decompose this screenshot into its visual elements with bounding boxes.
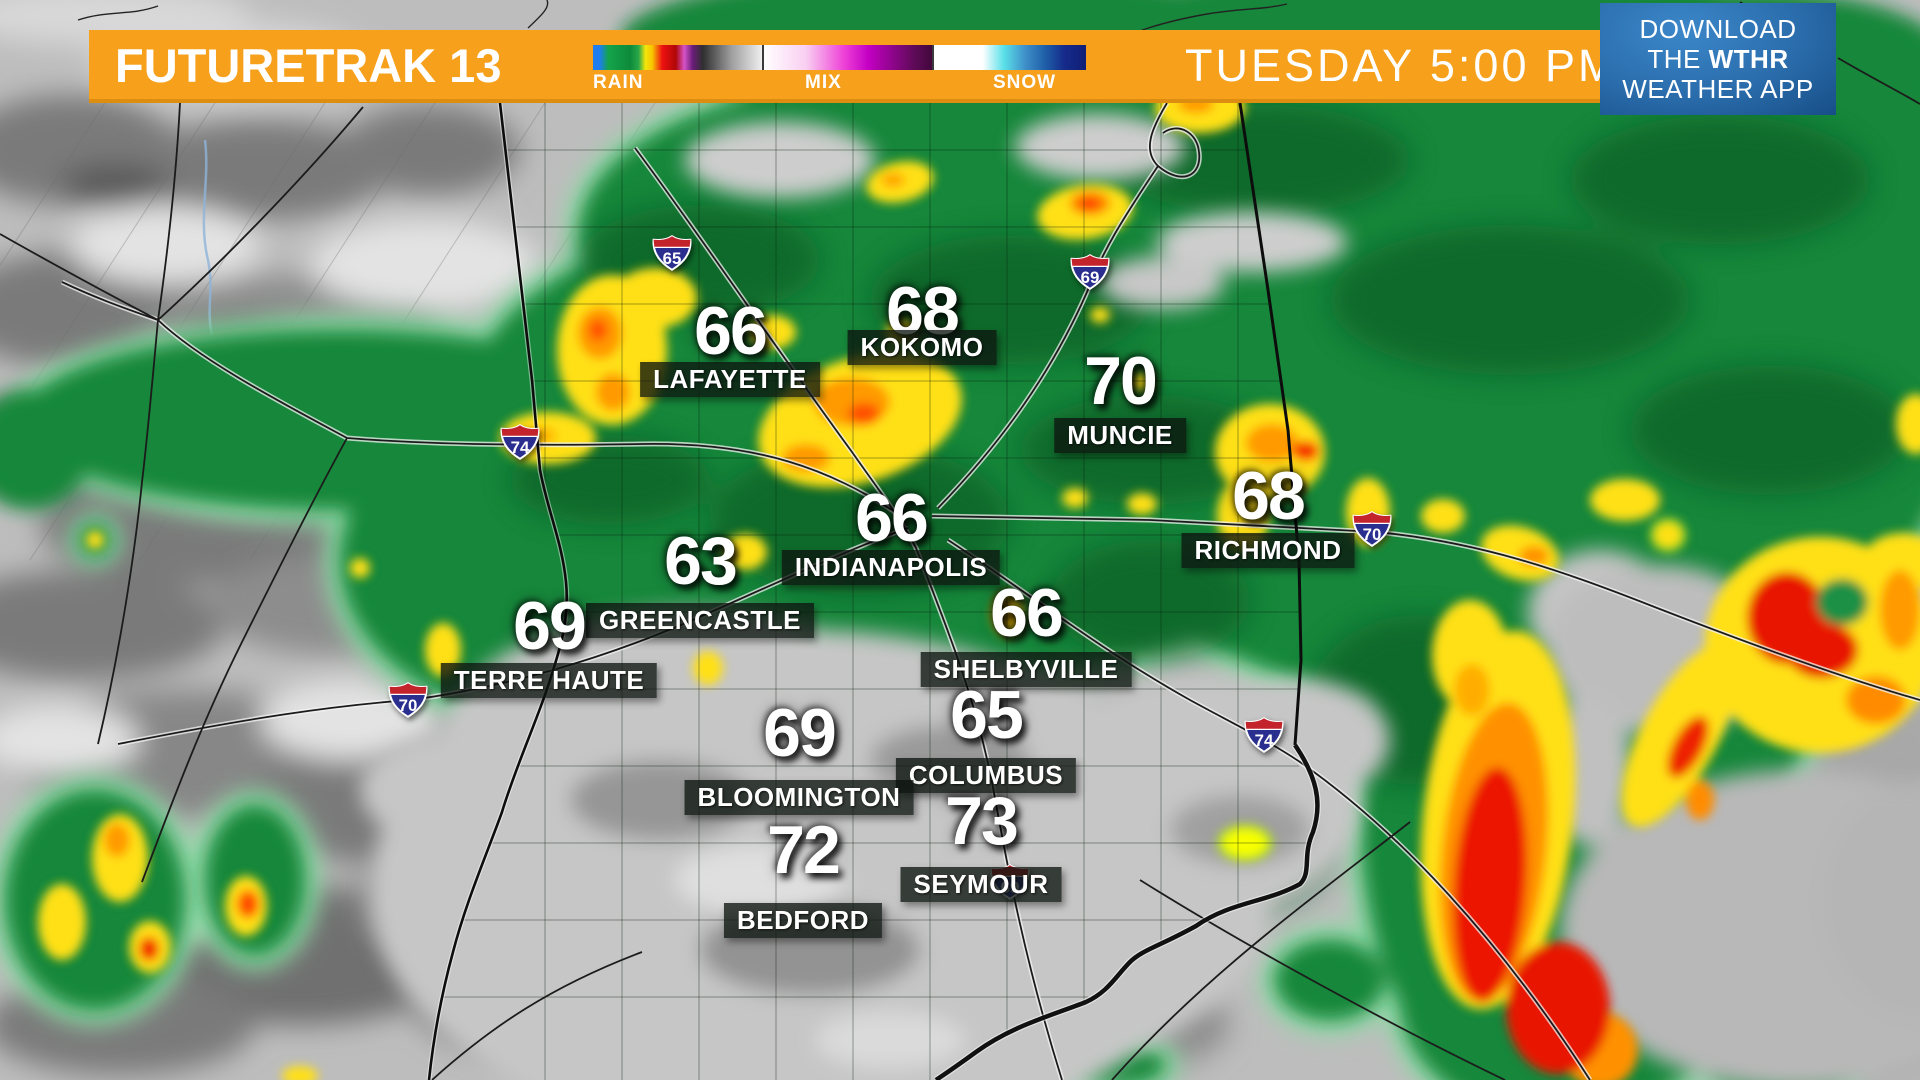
app-promo-line1: DOWNLOAD xyxy=(1639,14,1797,44)
river-line xyxy=(202,139,214,336)
mix-gradient-bar xyxy=(764,45,934,70)
app-promo-line3: WEATHER APP xyxy=(1622,74,1814,104)
download-app-banner[interactable]: DOWNLOAD THE WTHR WEATHER APP xyxy=(1600,3,1836,115)
page-title: FUTURETRAK 13 xyxy=(115,39,502,92)
snow-label: SNOW xyxy=(993,72,1057,93)
rain-label: RAIN xyxy=(593,72,644,93)
app-promo-line2: THE WTHR xyxy=(1647,44,1789,74)
wthr-brand: WTHR xyxy=(1708,44,1789,74)
snow-gradient-bar xyxy=(934,45,1086,70)
legend-gradient-bars xyxy=(593,45,1086,70)
storm-cells-layer xyxy=(38,81,1920,1080)
rain-gradient-bar xyxy=(593,45,764,70)
state-borders xyxy=(426,102,1321,1080)
ohio-river xyxy=(934,743,1320,1080)
mix-label: MIX xyxy=(805,72,842,93)
forecast-timestamp: TUESDAY 5:00 PM xyxy=(1185,40,1619,91)
precip-legend: RAIN MIX SNOW xyxy=(593,45,1093,101)
